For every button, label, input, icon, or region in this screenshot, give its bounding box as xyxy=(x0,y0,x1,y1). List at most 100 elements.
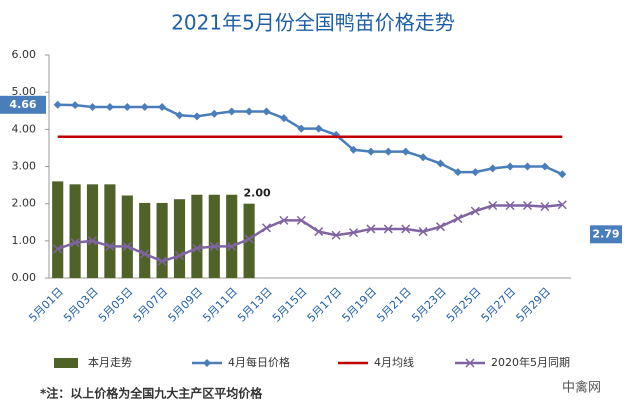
x-tick-label: 5月07日 xyxy=(131,285,171,325)
point xyxy=(366,147,375,156)
point xyxy=(506,162,515,171)
point xyxy=(279,215,289,225)
bar xyxy=(156,202,168,278)
point xyxy=(453,214,463,224)
legend-swatch xyxy=(54,358,78,368)
y-tick-label: 3.00 xyxy=(12,160,37,173)
point xyxy=(540,162,549,171)
point xyxy=(279,114,288,123)
point xyxy=(297,124,306,133)
point xyxy=(557,200,567,210)
data-label: 2.00 xyxy=(244,187,271,200)
point xyxy=(140,249,150,259)
point xyxy=(140,103,149,112)
x-tick-label: 5月21日 xyxy=(374,285,414,325)
point xyxy=(418,227,428,237)
y-tick-label: 1.00 xyxy=(12,234,37,247)
point xyxy=(314,124,323,133)
point xyxy=(105,241,115,251)
point xyxy=(244,234,254,244)
watermark: 中禽网 xyxy=(562,380,601,396)
x-tick-label: 5月15日 xyxy=(270,285,310,325)
x-tick-label: 5月17日 xyxy=(305,285,345,325)
point xyxy=(436,159,445,168)
point xyxy=(175,111,184,120)
x-tick-label: 5月25日 xyxy=(444,285,484,325)
point xyxy=(53,244,63,254)
y-tick-label: 0.00 xyxy=(12,271,37,284)
y-tick-label: 4.00 xyxy=(12,122,37,135)
point xyxy=(210,109,219,118)
point xyxy=(401,147,410,156)
point xyxy=(505,200,515,211)
point xyxy=(384,147,393,156)
bar xyxy=(69,184,81,278)
point xyxy=(53,100,62,109)
x-tick-label: 5月13日 xyxy=(235,285,275,325)
point xyxy=(296,215,306,225)
point xyxy=(87,236,98,246)
bar xyxy=(208,194,220,278)
point xyxy=(245,107,254,116)
point xyxy=(523,162,532,171)
point xyxy=(123,103,132,112)
point xyxy=(488,200,498,211)
point xyxy=(419,153,428,162)
point xyxy=(453,168,462,177)
legend-label: 4月每日价格 xyxy=(228,355,290,369)
x-tick-label: 5月11日 xyxy=(200,285,240,325)
point xyxy=(349,145,358,154)
point xyxy=(105,103,114,112)
legend-label: 本月走势 xyxy=(88,355,132,369)
legend-label: 2020年5月同期 xyxy=(491,355,570,369)
point xyxy=(88,103,97,112)
point xyxy=(435,222,446,232)
point xyxy=(203,359,211,367)
point xyxy=(314,227,324,237)
point xyxy=(540,202,550,212)
y-tick-label: 6.00 xyxy=(12,48,37,61)
data-label: 2.79 xyxy=(592,227,619,240)
point xyxy=(157,256,167,266)
data-label-box xyxy=(0,95,46,114)
point xyxy=(366,224,376,234)
x-tick-label: 5月01日 xyxy=(26,285,66,325)
x-tick-label: 5月23日 xyxy=(409,285,449,325)
bar xyxy=(52,181,64,278)
point xyxy=(71,101,80,110)
point xyxy=(174,251,185,261)
x-tick-label: 5月03日 xyxy=(61,285,101,325)
point xyxy=(192,243,202,253)
point xyxy=(262,107,271,116)
data-label-box xyxy=(590,225,622,244)
point xyxy=(122,241,132,251)
bar xyxy=(243,203,255,278)
point xyxy=(158,103,167,112)
bar xyxy=(104,184,116,278)
point xyxy=(348,228,359,238)
y-tick-label: 5.00 xyxy=(12,85,37,98)
x-tick-label: 5月09日 xyxy=(166,285,206,325)
point xyxy=(227,107,236,116)
x-tick-label: 5月19日 xyxy=(340,285,380,325)
point xyxy=(192,112,201,121)
point xyxy=(70,238,80,248)
chart-title: 2021年5月份全国鸭苗价格走势 xyxy=(171,11,455,35)
point xyxy=(261,223,272,233)
point xyxy=(227,241,237,251)
line xyxy=(57,103,563,176)
point xyxy=(465,358,475,368)
point xyxy=(558,170,567,179)
bar xyxy=(226,194,238,278)
legend-label: 4月均线 xyxy=(374,355,414,369)
y-tick-label: 2.00 xyxy=(12,197,37,210)
point xyxy=(522,200,533,211)
bar xyxy=(121,195,133,278)
x-tick-label: 5月05日 xyxy=(96,285,136,325)
x-tick-label: 5月27日 xyxy=(479,285,519,325)
bar xyxy=(173,199,186,278)
point xyxy=(488,164,497,173)
point xyxy=(471,168,480,177)
point xyxy=(383,224,393,234)
